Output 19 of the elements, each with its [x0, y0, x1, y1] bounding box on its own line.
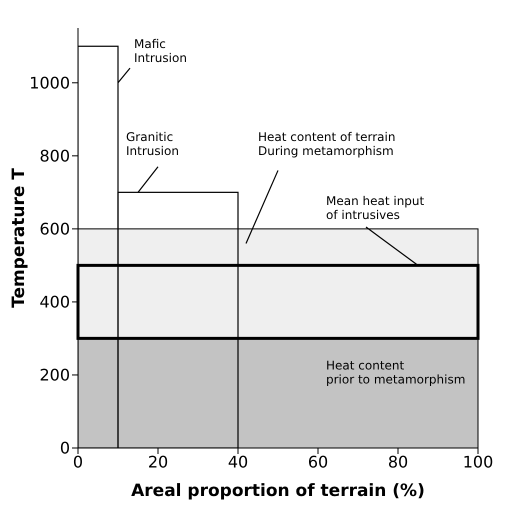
y-tick-label: 200 [39, 366, 70, 385]
x-tick-label: 40 [228, 452, 248, 472]
band-label: Heat content of terrain During metamorphism [258, 130, 396, 158]
x-tick-label: 20 [148, 452, 168, 472]
x-axis-title: Areal proportion of terrain (%) [131, 481, 425, 501]
x-tick-label: 100 [462, 452, 494, 472]
y-tick-label: 600 [39, 220, 70, 239]
y-tick-label: 400 [39, 292, 70, 312]
x-tick-label: 0 [72, 452, 84, 472]
y-axis-title: Temperature T [9, 168, 30, 308]
x-tick-label: 60 [308, 452, 328, 472]
annotation: Granitic Intrusion [126, 130, 179, 158]
band-label: Heat content prior to metamorphism [326, 358, 466, 386]
annotation: Mafic Intrusion [134, 37, 187, 66]
band-label: Mean heat input of intrusives [326, 194, 425, 222]
y-tick-label: 800 [39, 146, 70, 166]
y-tick-label: 1000 [29, 73, 70, 92]
x-tick-label: 80 [388, 452, 408, 472]
y-tick-label: 0 [60, 438, 70, 458]
